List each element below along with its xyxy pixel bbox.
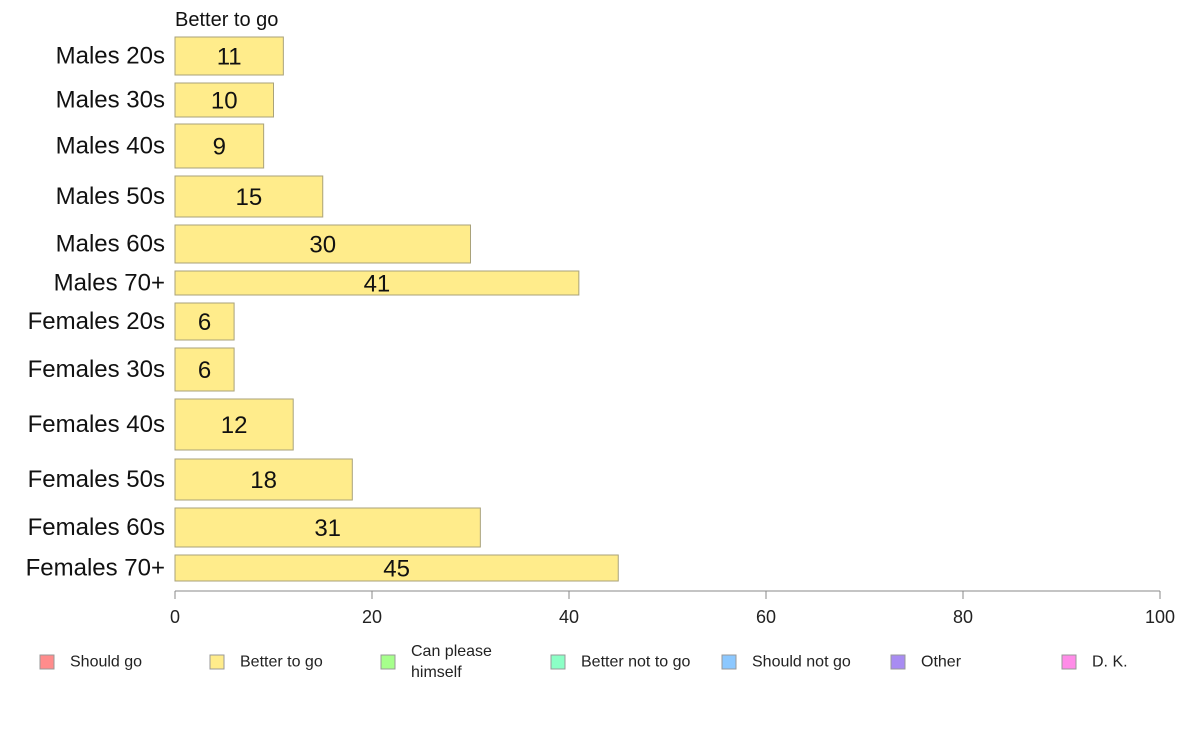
category-label: Females 70+ xyxy=(26,555,165,582)
legend-label-line: himself xyxy=(411,664,462,681)
category-label: Females 30s xyxy=(28,356,165,383)
x-tick-label: 40 xyxy=(559,607,579,627)
bar xyxy=(174,347,235,392)
bars: Males 20s 11 Males 30s 10 Males 40s 9 Males 50… xyxy=(26,36,619,583)
bar xyxy=(174,554,619,582)
bar xyxy=(174,302,235,341)
value-label: 18 xyxy=(250,467,277,494)
legend-swatch xyxy=(1061,654,1077,670)
legend-swatch xyxy=(380,654,396,670)
bar xyxy=(174,224,471,264)
category-label: Males 50s xyxy=(56,183,165,210)
value-label: 11 xyxy=(217,44,242,71)
series-title: Better to go xyxy=(175,9,278,31)
legend-label-line: Should not go xyxy=(752,654,851,671)
legend-label-line: D. K. xyxy=(1092,654,1128,671)
bar xyxy=(174,507,481,548)
value-label: 45 xyxy=(383,556,410,583)
legend-swatch xyxy=(721,654,737,670)
category-label: Females 50s xyxy=(28,466,165,493)
legend-item: Better not to go xyxy=(550,654,691,671)
category-label: Males 20s xyxy=(56,43,165,70)
x-tick-label: 80 xyxy=(953,607,973,627)
legend-swatch xyxy=(209,654,225,670)
legend-item: D. K. xyxy=(1061,654,1128,671)
value-label: 31 xyxy=(314,515,341,542)
legend-item: Other xyxy=(890,654,962,671)
value-label: 9 xyxy=(213,134,226,161)
legend-label: D. K. xyxy=(1092,654,1128,671)
legend: Should go Better to go Can please himself Be… xyxy=(39,643,1128,681)
x-tick-label: 20 xyxy=(362,607,382,627)
value-label: 12 xyxy=(221,412,248,439)
value-label: 6 xyxy=(198,357,211,384)
legend-label-line: Should go xyxy=(70,654,142,671)
value-label: 30 xyxy=(309,232,336,259)
legend-item: Better to go xyxy=(209,654,323,671)
legend-item: Can please himself xyxy=(380,643,492,681)
category-label: Females 40s xyxy=(28,411,165,438)
value-label: 15 xyxy=(236,184,263,211)
legend-label: Can please himself xyxy=(411,643,492,681)
bar xyxy=(174,82,274,118)
legend-label-line: Better to go xyxy=(240,654,323,671)
bar xyxy=(174,36,284,76)
x-axis: 0 20 40 60 80 100 xyxy=(170,590,1175,627)
legend-label-line: Other xyxy=(921,654,962,671)
legend-label-line: Better not to go xyxy=(581,654,691,671)
bar xyxy=(174,398,294,451)
legend-label: Should go xyxy=(70,654,142,671)
legend-label: Better not to go xyxy=(581,654,691,671)
bar xyxy=(174,175,324,218)
category-label: Males 30s xyxy=(56,87,165,114)
legend-swatch xyxy=(890,654,906,670)
bar xyxy=(174,458,353,501)
legend-item: Should go xyxy=(39,654,142,671)
value-label: 41 xyxy=(364,271,391,298)
legend-label: Should not go xyxy=(752,654,851,671)
value-label: 10 xyxy=(211,88,238,115)
category-label: Males 70+ xyxy=(54,270,165,297)
category-label: Males 40s xyxy=(56,133,165,160)
category-label: Males 60s xyxy=(56,231,165,258)
value-label: 6 xyxy=(198,309,211,336)
legend-item: Should not go xyxy=(721,654,851,671)
x-tick-label: 0 xyxy=(170,607,180,627)
legend-label: Other xyxy=(921,654,962,671)
legend-label: Better to go xyxy=(240,654,323,671)
category-label: Females 20s xyxy=(28,308,165,335)
legend-label-line: Can please xyxy=(411,643,492,660)
legend-swatch xyxy=(39,654,55,670)
x-tick-label: 100 xyxy=(1145,607,1175,627)
bar xyxy=(174,123,265,169)
bar xyxy=(174,270,580,296)
legend-swatch xyxy=(550,654,566,670)
x-tick-label: 60 xyxy=(756,607,776,627)
category-label: Females 60s xyxy=(28,514,165,541)
